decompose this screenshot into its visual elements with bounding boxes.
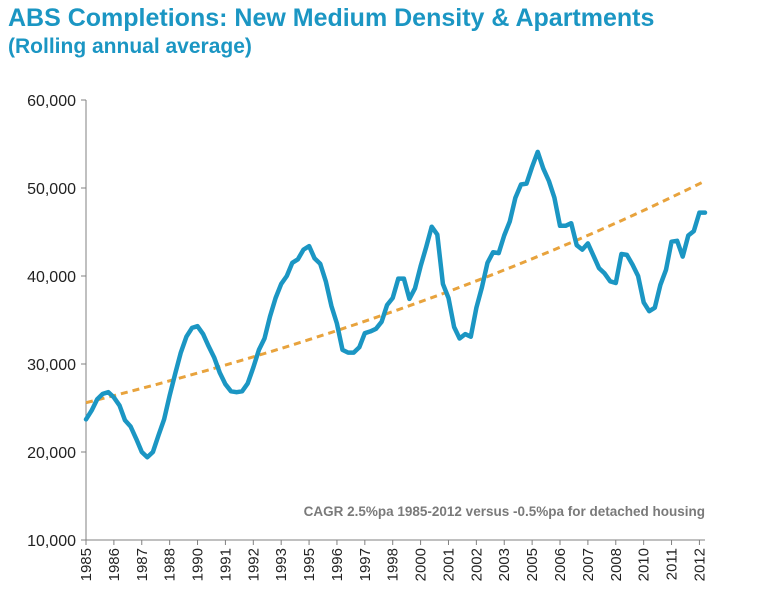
chart-annotation: CAGR 2.5%pa 1985-2012 versus -0.5%pa for…	[304, 504, 705, 519]
x-tick-label: 1991	[217, 548, 234, 581]
x-tick-label: 1988	[162, 548, 179, 581]
x-tick-label: 2001	[440, 548, 457, 581]
x-tick-label: 1997	[357, 548, 374, 581]
x-tick-label: 2012	[691, 548, 708, 581]
x-tick-label: 2002	[468, 548, 485, 581]
x-tick-label: 2003	[496, 548, 513, 581]
y-tick-label: 30,000	[27, 357, 76, 374]
series-line	[83, 149, 708, 460]
x-tick-label: 1996	[329, 548, 346, 581]
y-tick-label: 20,000	[27, 445, 76, 462]
chart-subtitle: (Rolling annual average)	[8, 35, 252, 58]
x-tick-label: 1986	[106, 548, 123, 581]
x-tick-label: 2000	[413, 548, 430, 581]
x-tick-label: 2007	[580, 548, 597, 581]
y-tick-label: 60,000	[27, 93, 76, 110]
x-tick-label: 1995	[301, 548, 318, 581]
x-tick-label: 2010	[636, 548, 653, 581]
x-tick-label: 1985	[78, 548, 95, 581]
x-tick-label: 2008	[608, 548, 625, 581]
series-trend-line	[85, 179, 706, 405]
x-tick-label: 1987	[134, 548, 151, 581]
y-tick-label: 10,000	[27, 533, 76, 550]
y-axis-ticks: 10,000 20,000 30,000 40,000 50,000 60,000	[27, 93, 86, 550]
x-tick-label: 2005	[524, 548, 541, 581]
x-tick-label: 1993	[273, 548, 290, 581]
x-axis-ticks: 1985 1986 1987 1988 1990 1991 1992 1993 1995 1996…	[78, 540, 708, 581]
x-tick-label: 2006	[552, 548, 569, 581]
chart-title: ABS Completions: New Medium Density & Ap…	[8, 4, 655, 32]
y-tick-label: 40,000	[27, 269, 76, 286]
y-tick-label: 50,000	[27, 181, 76, 198]
x-tick-label: 2011	[664, 548, 681, 580]
x-tick-label: 1992	[245, 548, 262, 581]
x-tick-label: 1990	[190, 548, 207, 581]
x-tick-label: 1998	[385, 548, 402, 581]
